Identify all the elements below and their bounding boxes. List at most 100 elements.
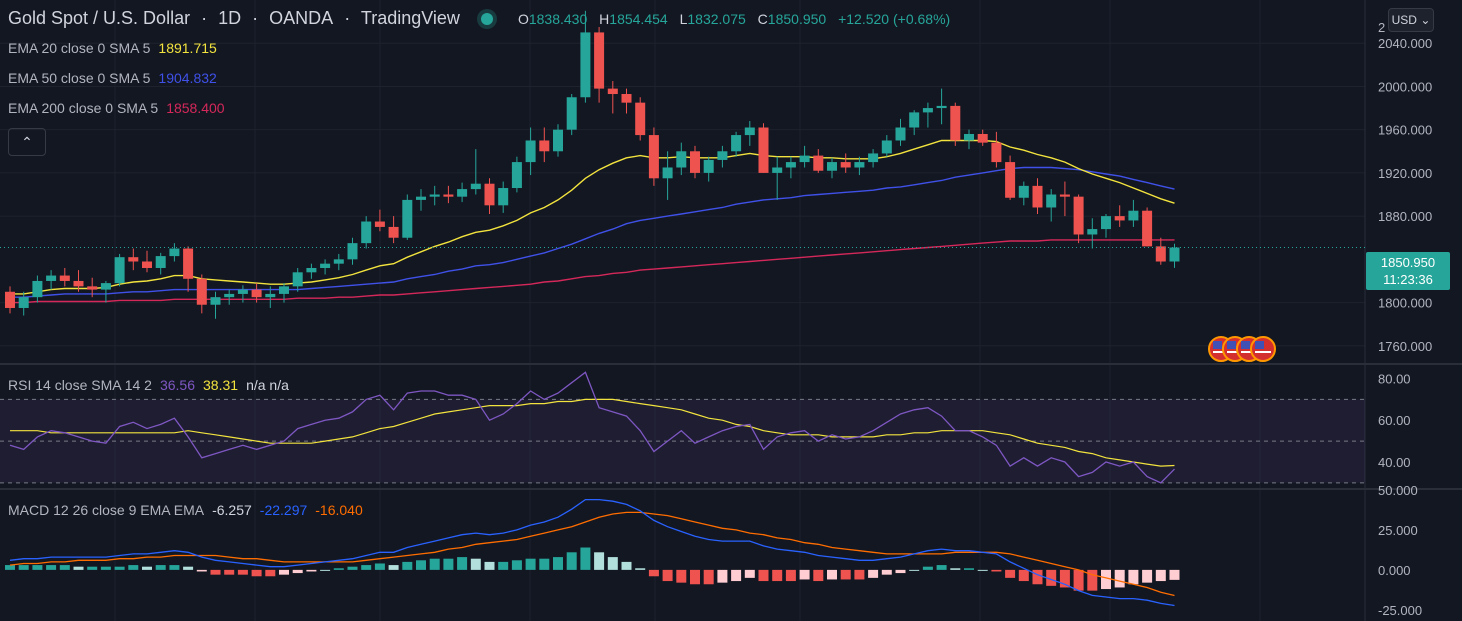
- macd-tick-label: 50.000: [1378, 483, 1418, 498]
- macd-tick-label: -25.000: [1378, 603, 1422, 618]
- sep: ·: [201, 8, 208, 28]
- macd-hist-bar: [840, 569, 851, 580]
- macd-hist-bar: [1032, 569, 1043, 585]
- macd-line: [9, 498, 1175, 607]
- macd-hist-bar: [731, 569, 742, 582]
- macd-hist-bar: [580, 547, 591, 570]
- platform-label: TradingView: [360, 8, 460, 28]
- ohlc-values: O1838.430 H1854.454 L1832.075 C1850.950 …: [518, 11, 958, 27]
- candle-body: [46, 275, 57, 281]
- macd-hist-bar: [429, 558, 440, 570]
- candle-body: [936, 105, 947, 109]
- candle-body: [361, 221, 372, 244]
- macd-hist-bar: [676, 569, 687, 583]
- low-key: L: [679, 11, 688, 27]
- macd-hist-bar: [196, 569, 207, 572]
- candle-body: [1059, 194, 1070, 197]
- macd-signal-line: [9, 511, 1175, 597]
- macd-hist-bar: [292, 569, 303, 574]
- macd-hist-bar: [744, 569, 755, 578]
- high-key: H: [599, 11, 610, 27]
- candle-body: [443, 194, 454, 197]
- currency-label: USD: [1391, 13, 1417, 27]
- collapse-legend-button[interactable]: ⌃: [8, 128, 46, 156]
- candle-body: [210, 297, 221, 305]
- last-price-value: 1850.950: [1380, 255, 1436, 270]
- candle-body: [635, 102, 646, 136]
- candle-body: [991, 142, 1002, 163]
- candle-body: [169, 248, 180, 257]
- ema200-legend[interactable]: EMA 200 close 0 SMA 5 1858.400: [8, 100, 225, 116]
- candle-body: [964, 133, 974, 141]
- macd-hist-bar: [594, 552, 605, 570]
- ema20-legend[interactable]: EMA 20 close 0 SMA 5 1891.715: [8, 40, 217, 56]
- candle-body: [1169, 247, 1180, 262]
- candle-body: [498, 188, 509, 206]
- macd-hist-bar: [416, 560, 426, 570]
- macd-hist-bar: [224, 569, 235, 575]
- macd-tick-label: 0.000: [1378, 563, 1411, 578]
- symbol-title[interactable]: Gold Spot / U.S. Dollar: [8, 8, 191, 28]
- macd-label: MACD 12 26 close 9 EMA EMA: [8, 502, 205, 518]
- price-tick-label: 1960.000: [1378, 123, 1432, 138]
- candle-body: [87, 286, 98, 290]
- rsi-sma-line: [10, 398, 1175, 467]
- candle-body: [703, 159, 714, 173]
- candle-body: [237, 289, 248, 294]
- candle-body: [265, 293, 276, 298]
- macd-hist-bar: [1059, 569, 1070, 588]
- ema20-label: EMA 20 close 0 SMA 5: [8, 40, 151, 56]
- candle-body: [758, 127, 769, 173]
- candle-body: [5, 291, 15, 308]
- high-value: 1854.454: [609, 11, 668, 27]
- macd-hist-bar: [621, 561, 632, 570]
- candle-body: [662, 167, 673, 179]
- ema20-value: 1891.715: [158, 40, 217, 56]
- macd-legend[interactable]: MACD 12 26 close 9 EMA EMA -6.257 -22.297-…: [8, 502, 363, 518]
- rsi-label: RSI 14 close SMA 14 2: [8, 377, 152, 393]
- candle-body: [100, 283, 111, 290]
- macd-hist-bar: [977, 569, 988, 571]
- macd-hist-bar: [155, 565, 166, 570]
- candle-body: [402, 199, 413, 238]
- rsi-legend[interactable]: RSI 14 close SMA 14 2 36.56 38.31 n/a n/a: [8, 377, 289, 393]
- us-flag-icon[interactable]: [1250, 336, 1276, 362]
- candle-body: [799, 155, 810, 163]
- candle-body: [881, 140, 892, 154]
- macd-hist-bar: [265, 569, 276, 577]
- interval-label[interactable]: 1D: [218, 8, 242, 28]
- ema50-legend[interactable]: EMA 50 close 0 SMA 5 1904.832: [8, 70, 217, 86]
- candle-body: [73, 280, 84, 287]
- macd-hist-bar: [854, 569, 865, 580]
- macd-hist-bar: [1128, 569, 1139, 585]
- macd-hist-bar: [114, 566, 125, 570]
- macd-hist-bar: [1142, 569, 1153, 583]
- price-tick-label: 1880.000: [1378, 209, 1432, 224]
- rsi-tick-label: 80.00: [1378, 372, 1411, 387]
- candle-body: [594, 32, 605, 89]
- price-tick-label: 1760.000: [1378, 339, 1432, 354]
- candle-body: [320, 263, 331, 268]
- macd-hist-bar: [73, 566, 84, 570]
- candle-body: [909, 112, 920, 128]
- candle-body: [279, 286, 289, 294]
- candle-body: [183, 248, 194, 279]
- currency-dropdown[interactable]: USD ⌄: [1388, 8, 1434, 32]
- macd-tick-label: 25.000: [1378, 523, 1418, 538]
- broker-label: OANDA: [269, 8, 334, 28]
- macd-hist-bar: [457, 557, 468, 570]
- candle-body: [196, 278, 207, 305]
- candle-body: [922, 108, 933, 113]
- ema50-label: EMA 50 close 0 SMA 5: [8, 70, 151, 86]
- candle-body: [429, 194, 440, 197]
- candle-body: [744, 127, 755, 136]
- macd-hist-bar: [388, 565, 399, 570]
- macd-hist-bar: [827, 569, 837, 580]
- candle-body: [416, 196, 426, 200]
- ema200-label: EMA 200 close 0 SMA 5: [8, 100, 159, 116]
- candle-body: [18, 297, 29, 308]
- macd-hist-bar: [813, 569, 824, 582]
- candle-body: [1032, 185, 1043, 208]
